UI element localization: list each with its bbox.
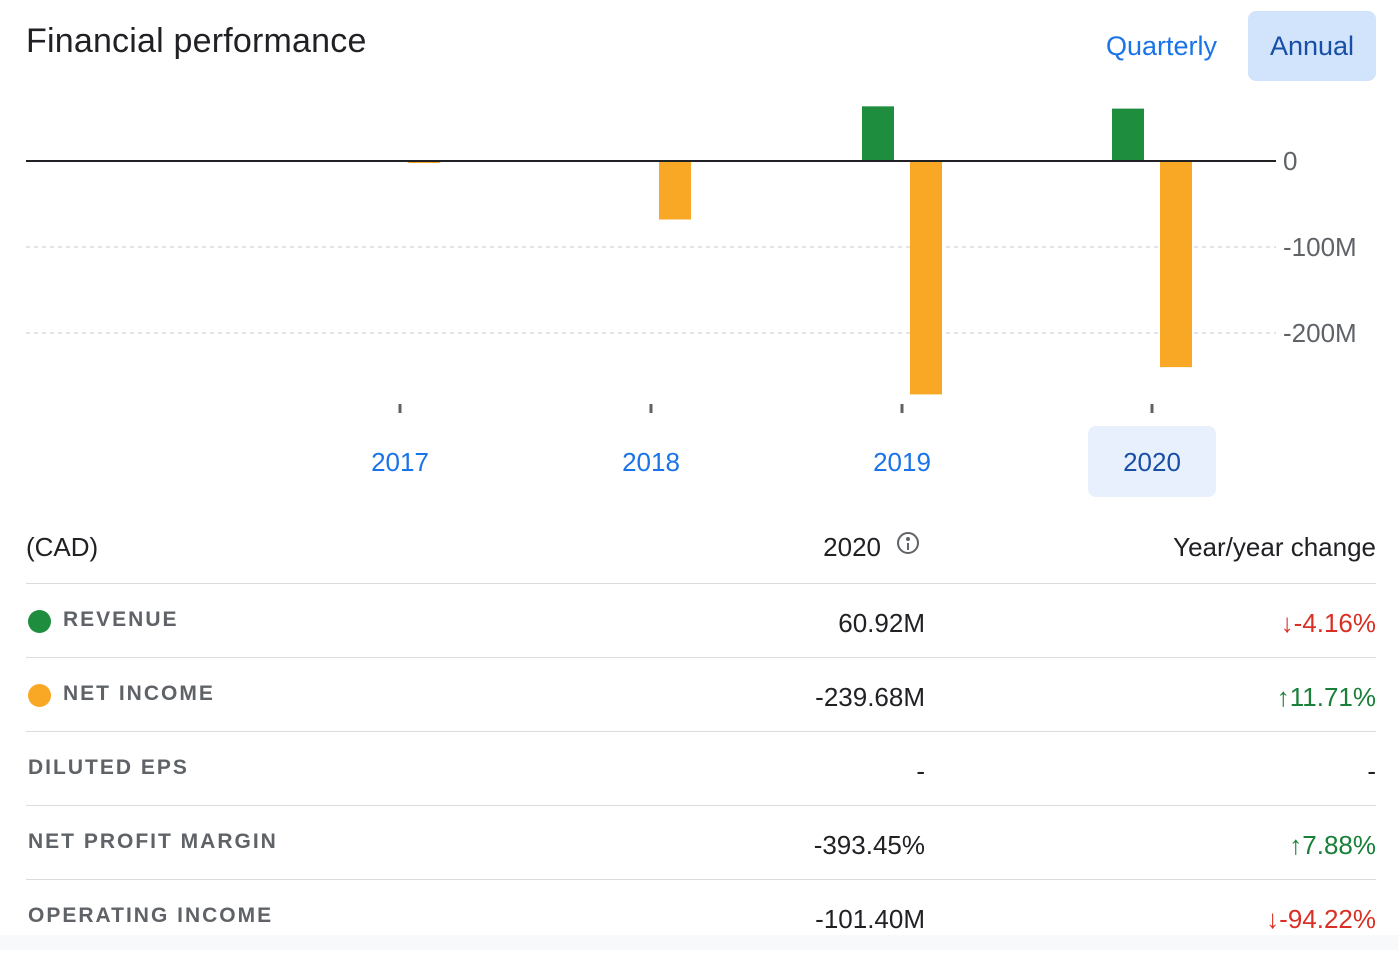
- bar-revenue: [1112, 108, 1144, 161]
- y-tick-label: 0: [1283, 146, 1297, 176]
- row-change: ↑7.88%: [1289, 830, 1376, 860]
- selected-year-highlight: [1088, 426, 1216, 497]
- row-label: NET INCOME: [63, 682, 215, 705]
- row-value: -101.40M: [815, 904, 925, 934]
- row-label: REVENUE: [63, 608, 179, 631]
- info-icon[interactable]: [897, 532, 919, 554]
- row-change: ↑11.71%: [1276, 682, 1376, 712]
- quarterly-toggle[interactable]: Quarterly: [1106, 31, 1218, 61]
- legend-dot: [28, 610, 51, 633]
- row-value: -: [916, 756, 925, 786]
- row-change: ↓-4.16%: [1280, 608, 1376, 638]
- row-value: -393.45%: [813, 830, 925, 860]
- financial-chart: 0 -100M -200M: [26, 106, 1357, 413]
- row-label: DILUTED EPS: [28, 756, 189, 779]
- period-header: 2020: [823, 532, 881, 562]
- row-label: NET PROFIT MARGIN: [28, 830, 278, 853]
- year-label-2019[interactable]: 2019: [873, 447, 931, 477]
- table-row: NET INCOME -239.68M ↑11.71%: [26, 658, 1376, 732]
- row-change: ↓-94.22%: [1266, 904, 1376, 934]
- table-row: DILUTED EPS - -: [26, 732, 1376, 806]
- y-tick-label: -100M: [1283, 232, 1357, 262]
- bar-revenue: [862, 106, 894, 161]
- bar-net-income: [1160, 161, 1192, 368]
- page-title: Financial performance: [26, 22, 367, 60]
- table-row: NET PROFIT MARGIN -393.45% ↑7.88%: [26, 806, 1376, 880]
- currency-label: (CAD): [26, 532, 99, 562]
- annual-toggle[interactable]: Annual: [1248, 11, 1376, 81]
- bar-net-income: [659, 161, 691, 220]
- row-label: OPERATING INCOME: [28, 904, 274, 927]
- bar-net-income: [910, 161, 942, 395]
- change-header: Year/year change: [1173, 532, 1376, 562]
- table-header: (CAD) 2020 Year/year change: [26, 510, 1376, 584]
- bottom-edge: [0, 935, 1398, 950]
- row-value: -239.68M: [815, 682, 925, 712]
- legend-dot: [28, 684, 51, 707]
- y-tick-label: -200M: [1283, 318, 1357, 348]
- year-label-2017[interactable]: 2017: [371, 447, 429, 477]
- row-change: -: [1367, 756, 1376, 786]
- financial-table: (CAD) 2020 Year/year change REVENUE 60.92…: [26, 510, 1376, 953]
- year-label-2018[interactable]: 2018: [622, 447, 680, 477]
- row-value: 60.92M: [838, 608, 925, 638]
- table-row: REVENUE 60.92M ↓-4.16%: [26, 584, 1376, 658]
- year-label-2020[interactable]: 2020: [1123, 447, 1181, 477]
- table-row: OPERATING INCOME -101.40M ↓-94.22%: [26, 880, 1376, 953]
